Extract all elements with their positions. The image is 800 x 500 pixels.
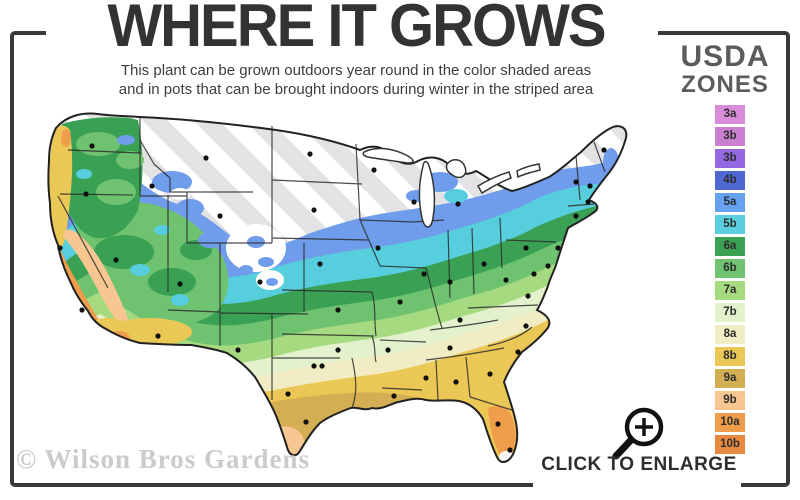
zone-swatch-3-4b: 4b <box>715 171 745 190</box>
click-to-enlarge-label[interactable]: CLICK TO ENLARGE <box>541 454 737 475</box>
watermark: © Wilson Bros Gardens <box>16 444 310 474</box>
zone-swatch-10-8a: 8a <box>715 325 745 344</box>
legend-title-zones: ZONES <box>681 71 769 98</box>
legend-title: USDA ZONES <box>662 42 788 98</box>
zone-swatch-15-10b: 10b <box>715 435 745 454</box>
subtitle-line-2: and in pots that can be brought indoors … <box>118 81 594 98</box>
legend-title-usda: USDA <box>680 40 770 73</box>
usda-zone-map[interactable] <box>20 100 660 485</box>
zone-bands <box>48 113 627 463</box>
usda-zones-legend: USDA ZONES 3a 3b 3b 4b 5a 5b 6a 6b 7a 7b 8a 8b 9a 9b 1… <box>662 42 788 457</box>
magnifier-icon[interactable] <box>608 402 672 462</box>
zone-swatch-11-8b: 8b <box>715 347 745 366</box>
zone-swatch-13-9b: 9b <box>715 391 745 410</box>
subtitle-line-1: This plant can be grown outdoors year ro… <box>120 62 592 79</box>
zone-list: 3a 3b 3b 4b 5a 5b 6a 6b 7a 7b 8a 8b 9a 9b 10a 10b <box>715 105 745 454</box>
zone-swatch-5-5b: 5b <box>715 215 745 234</box>
zone-map-container[interactable] <box>20 100 660 490</box>
zone-swatch-6-6a: 6a <box>715 237 745 256</box>
state-borders <box>57 118 606 411</box>
zone-swatch-12-9a: 9a <box>715 369 745 388</box>
zone-swatch-0-3a: 3a <box>715 105 745 124</box>
frame-gap-bottom <box>533 478 741 492</box>
frame-gap-top <box>46 26 658 39</box>
zone-swatch-2-3b: 3b <box>715 149 745 168</box>
zone-swatch-7-6b: 6b <box>715 259 745 278</box>
zone-swatch-9-7b: 7b <box>715 303 745 322</box>
page-subtitle: This plant can be grown outdoors year ro… <box>0 61 712 99</box>
zone-swatch-14-10a: 10a <box>715 413 745 432</box>
zone-swatch-4-5a: 5a <box>715 193 745 212</box>
page-title: WHERE IT GROWS <box>107 0 606 60</box>
zone-swatch-8-7a: 7a <box>715 281 745 300</box>
great-lakes <box>362 147 541 228</box>
zone-swatch-1-3b: 3b <box>715 127 745 146</box>
city-dots <box>57 143 607 453</box>
